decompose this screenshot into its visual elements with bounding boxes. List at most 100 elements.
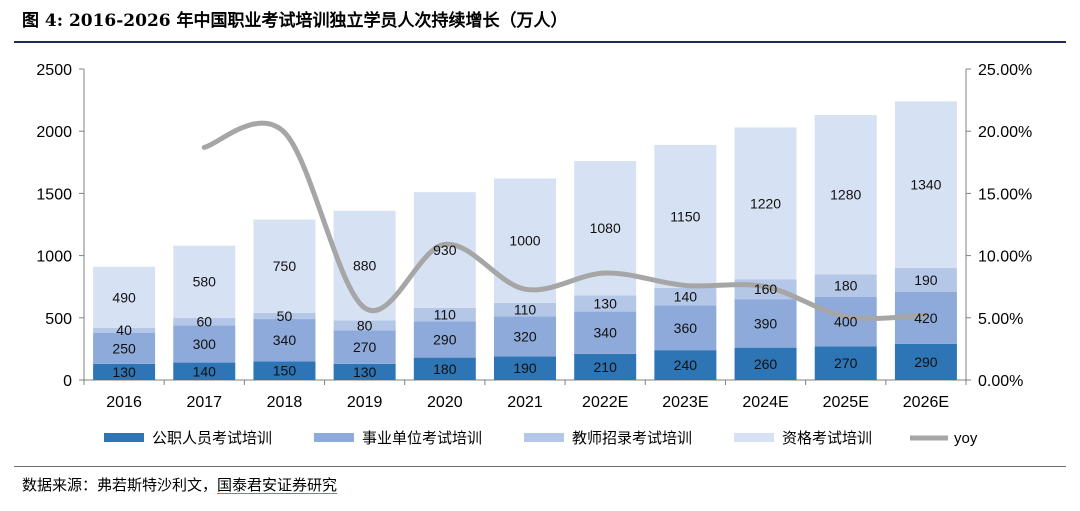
bar-data-label: 320: [513, 328, 537, 344]
bar-data-label: 580: [193, 274, 217, 290]
legend-swatch: [104, 433, 144, 442]
y-right-tick-label: 25.00%: [978, 62, 1032, 79]
legend-label: 资格考试培训: [782, 430, 872, 447]
legend-label: 事业单位考试培训: [362, 430, 482, 447]
bar-data-label: 240: [674, 357, 698, 373]
legend-swatch: [734, 433, 774, 442]
bar-data-label: 260: [754, 356, 778, 372]
x-tick-label: 2017: [186, 394, 222, 411]
bar-segment: [93, 266, 156, 328]
y-left-tick-label: 500: [45, 311, 72, 328]
bar-data-label: 390: [754, 315, 778, 331]
x-tick-label: 2026E: [903, 394, 949, 411]
bar-segment: [734, 127, 797, 280]
bar-segment: [654, 350, 717, 380]
stacked-bar-chart: 0 500 1000 1500 2000 2500 0.00% 5.00% 10.00% 15.0…: [36, 62, 1032, 447]
x-tick-label: 2024E: [742, 394, 788, 411]
bar-data-label: 190: [914, 272, 938, 288]
bar-data-label: 210: [594, 359, 618, 375]
legend-label-yoy: yoy: [954, 430, 978, 447]
data-source: 数据来源：弗若斯特沙利文，国泰君安证券研究: [22, 474, 337, 495]
bar-segment: [173, 362, 236, 380]
y-left-tick-label: 2000: [36, 124, 72, 141]
bar-data-label: 270: [353, 339, 377, 355]
legend-label: 公职人员考试培训: [152, 430, 272, 447]
y-left-tick-label: 1000: [36, 249, 72, 266]
bar-segment: [253, 219, 316, 313]
bar-segment: [173, 245, 236, 318]
bar-segment: [333, 320, 396, 331]
y-left-tick-label: 1500: [36, 186, 72, 203]
source-prefix: 数据来源：弗若斯特沙利文，: [22, 476, 218, 494]
bar-data-label: 340: [273, 332, 297, 348]
bar-segment: [574, 295, 637, 312]
bar-data-label: 190: [513, 360, 537, 376]
x-tick-label: 2018: [267, 394, 303, 411]
bar-data-label: 290: [914, 354, 938, 370]
bar-data-label: 270: [834, 355, 858, 371]
yoy-line: [201, 120, 929, 321]
bar-segment: [413, 357, 476, 380]
bar-data-label: 420: [914, 310, 938, 326]
bar-segment: [654, 144, 717, 288]
bar-segment: [494, 316, 556, 357]
bar-segment: [894, 268, 957, 292]
bar-data-label: 300: [193, 336, 217, 352]
bar-data-label: 50: [277, 308, 293, 324]
legend-swatch: [314, 433, 354, 442]
title-rule: [14, 41, 1066, 43]
bar-segment: [413, 321, 476, 358]
bar-data-label: 60: [196, 314, 212, 330]
bar-segment: [654, 305, 717, 351]
bar-segment: [494, 356, 556, 380]
x-tick-label: 2025E: [823, 394, 869, 411]
figure-title: 图 4: 2016-2026 年中国职业考试培训独立学员人次持续增长（万人）: [22, 11, 568, 31]
bar-data-label: 360: [674, 320, 698, 336]
bar-data-label: 490: [112, 289, 136, 305]
bar-data-label: 880: [353, 258, 377, 274]
bar-segment: [333, 330, 396, 364]
bar-segment: [654, 287, 717, 306]
bar-data-label: 110: [514, 302, 537, 318]
x-tick-label: 2023E: [662, 394, 708, 411]
y-left-tick-label: 0: [63, 373, 72, 390]
y-right-tick-label: 15.00%: [978, 186, 1032, 203]
bar-segment: [173, 317, 236, 326]
bar-data-label: 130: [594, 295, 618, 311]
bar-data-label: 1150: [670, 208, 700, 224]
bar-data-label: 1000: [509, 233, 540, 249]
bar-data-label: 1220: [750, 195, 781, 211]
source-rule: [14, 466, 1066, 467]
bar-segment: [253, 312, 316, 320]
y-right-tick-label: 10.00%: [978, 249, 1032, 266]
x-tick-label: 2016: [106, 394, 142, 411]
bar-segment: [894, 101, 957, 269]
bar-segment: [413, 307, 476, 322]
y-right-tick-label: 5.00%: [978, 311, 1023, 328]
bar-segment: [253, 319, 316, 362]
legend-swatch: [524, 433, 564, 442]
bar-segment: [333, 210, 396, 321]
bar-data-label: 140: [193, 363, 217, 379]
y-right-tick-label: 0.00%: [978, 373, 1023, 390]
source-highlight: 国泰君安证券研究: [217, 476, 338, 494]
bar-segment: [333, 363, 396, 380]
x-tick-label: 2020: [427, 394, 463, 411]
y-right-tick-label: 20.00%: [978, 124, 1032, 141]
legend-label: 教师招录考试培训: [572, 430, 692, 447]
bar-data-label: 930: [433, 242, 457, 258]
bar-data-label: 40: [116, 322, 132, 338]
bar-segment: [814, 274, 877, 297]
bar-segment: [93, 332, 156, 364]
bar-data-label: 340: [594, 325, 618, 341]
bar-segment: [93, 363, 156, 380]
x-tick-label: 2021: [507, 394, 543, 411]
bar-segment: [253, 361, 316, 380]
bar-data-label: 140: [674, 289, 698, 305]
bar-segment: [574, 353, 637, 380]
bar-segment: [494, 302, 556, 317]
bar-data-label: 1280: [830, 187, 861, 203]
bar-data-label: 130: [353, 364, 377, 380]
bar-data-label: 160: [754, 281, 778, 297]
bar-data-label: 400: [834, 314, 858, 330]
